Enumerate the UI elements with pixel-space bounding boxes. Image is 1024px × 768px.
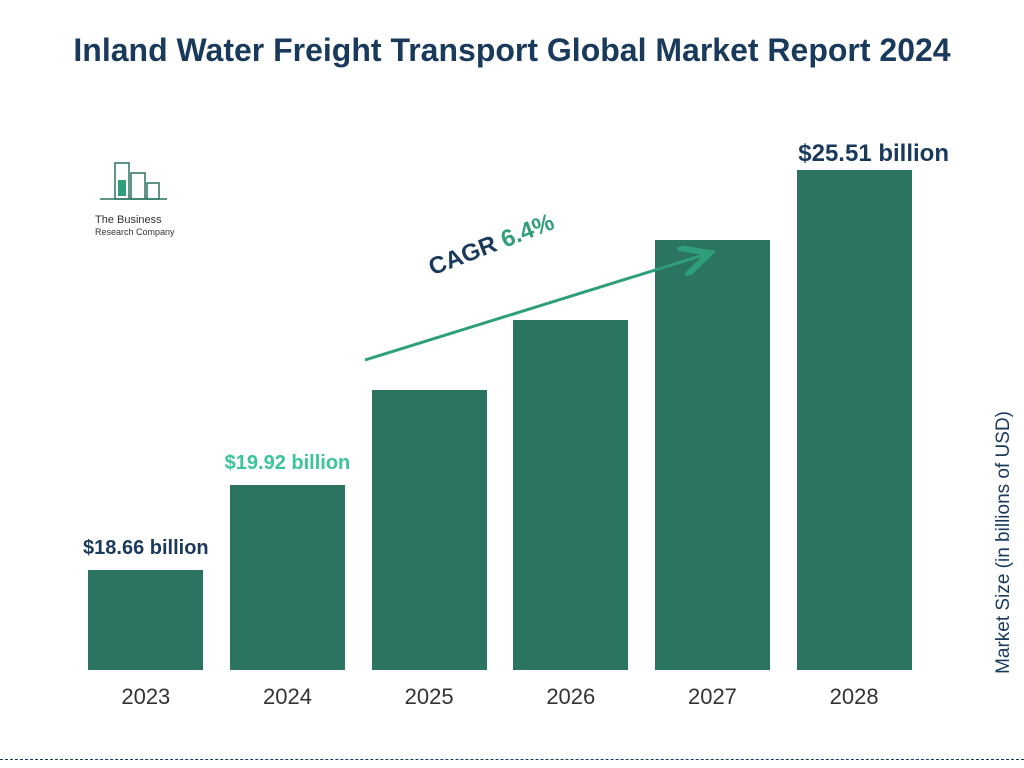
bar — [372, 390, 487, 670]
x-axis-tick-label: 2025 — [369, 684, 489, 710]
x-axis-labels: 2023 2024 2025 2026 2027 2028 — [75, 684, 925, 710]
bar-value-label: $18.66 billion — [76, 536, 216, 560]
bar-value-label: $19.92 billion — [217, 451, 357, 475]
x-axis-tick-label: 2023 — [86, 684, 206, 710]
x-axis-tick-label: 2026 — [511, 684, 631, 710]
bar — [797, 170, 912, 670]
bar — [513, 320, 628, 670]
x-axis-tick-label: 2027 — [652, 684, 772, 710]
chart-title: Inland Water Freight Transport Global Ma… — [0, 30, 1024, 72]
bar-group — [511, 320, 631, 670]
bar — [230, 485, 345, 670]
bar-group — [794, 170, 914, 670]
x-axis-tick-label: 2024 — [227, 684, 347, 710]
bar — [655, 240, 770, 670]
bar-group — [369, 390, 489, 670]
bar — [88, 570, 203, 670]
y-axis-label: Market Size (in billions of USD) — [993, 411, 1015, 674]
x-axis-tick-label: 2028 — [794, 684, 914, 710]
bar-group: $19.92 billion — [227, 485, 347, 670]
bottom-dashed-line — [0, 759, 1024, 760]
bar-group: $18.66 billion — [86, 570, 206, 670]
bar-group — [652, 240, 772, 670]
